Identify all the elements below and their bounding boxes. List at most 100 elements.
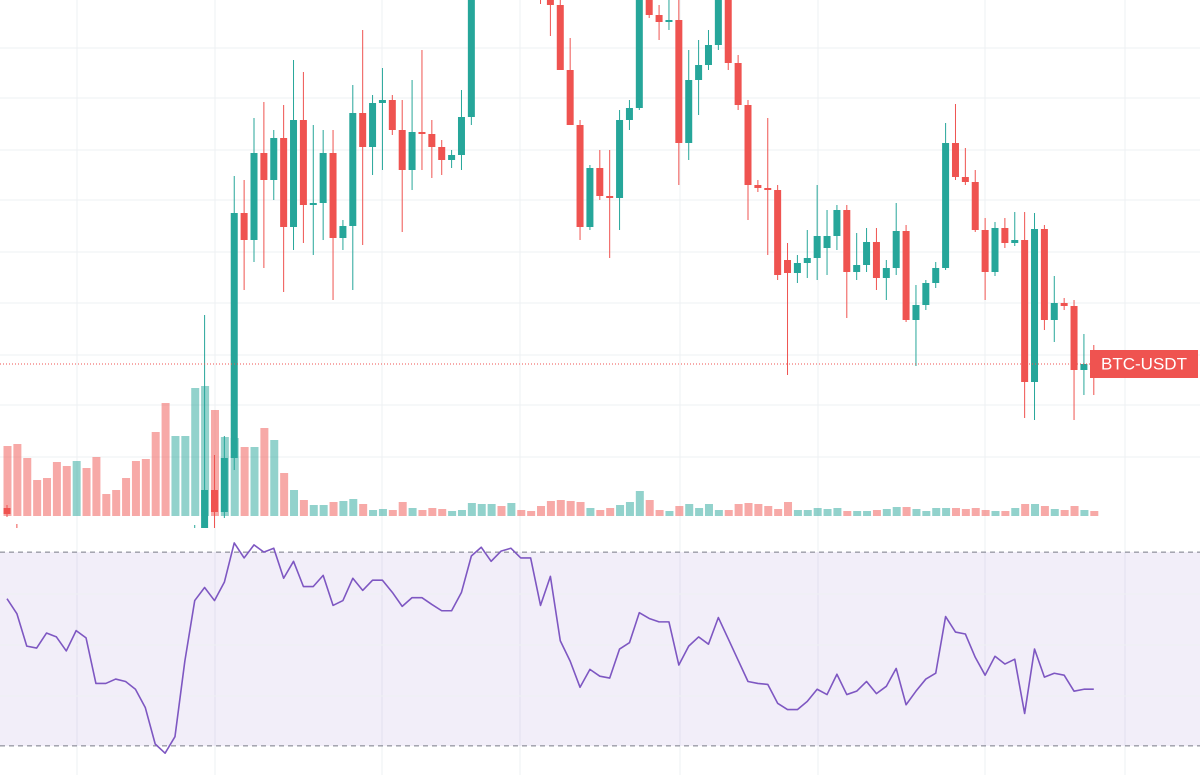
volume-bar [1090, 511, 1099, 516]
volume-bar [1031, 504, 1040, 516]
candle-body [744, 105, 752, 185]
volume-bar [1011, 508, 1020, 516]
candle-body [1040, 229, 1048, 320]
candle-body [23, 534, 30, 538]
candle-body [43, 542, 50, 544]
volume-bar [477, 504, 486, 516]
volume-bar [882, 509, 891, 516]
volume-bar [546, 501, 555, 516]
volume-bar [704, 504, 713, 516]
candle-body [369, 103, 377, 147]
volume-bar [932, 508, 941, 516]
candle-body [270, 138, 278, 180]
volume-bar [507, 503, 516, 516]
volume-bar [92, 457, 101, 516]
volume-bar [270, 440, 279, 516]
candle-body [546, 0, 554, 5]
candle-body [299, 120, 307, 205]
volume-bar [961, 509, 970, 516]
candle-body [260, 153, 268, 180]
volume-bar [685, 504, 694, 516]
candle-body [1080, 364, 1088, 370]
volume-bar [724, 510, 733, 516]
candle-body [675, 20, 683, 143]
volume-bar [912, 509, 921, 516]
volume-bar [922, 511, 931, 516]
volume-bar [299, 500, 308, 516]
volume-bar [181, 436, 190, 516]
volume-bar [290, 490, 299, 516]
volume-bar [695, 508, 704, 516]
candle-body [33, 538, 40, 542]
candle-body [457, 117, 465, 155]
volume-bar [537, 506, 546, 516]
candle-body [596, 168, 604, 196]
volume-bar [448, 511, 457, 516]
rsi-pane [0, 551, 1200, 747]
candle-body [1070, 306, 1078, 370]
candle-body [843, 210, 851, 272]
volume-bar [62, 466, 71, 516]
candle-body [388, 100, 396, 130]
candle-body [1060, 303, 1068, 306]
candle-body [329, 153, 337, 238]
volume-bar [556, 500, 565, 516]
volume-bar [151, 432, 160, 516]
candle-body [448, 155, 456, 160]
volume-bar [774, 509, 783, 516]
rsi-band-fill [0, 552, 1200, 746]
volume-bar [3, 446, 12, 516]
volume-bar [744, 503, 753, 516]
candle-body [586, 168, 594, 227]
volume-bar [793, 510, 802, 516]
candle-body [438, 147, 446, 160]
candle-body [823, 236, 831, 248]
volume-bar [250, 447, 259, 516]
candle-body [1031, 229, 1039, 382]
volume-bar [122, 478, 131, 516]
volume-bar [843, 511, 852, 516]
volume-bar [82, 468, 91, 516]
candle-body [774, 190, 782, 275]
volume-bar [240, 447, 249, 516]
volume-bar [823, 509, 832, 516]
volume-bar [388, 510, 397, 516]
candle-body [645, 0, 653, 15]
candle-body [201, 490, 209, 528]
volume-bar [1050, 509, 1059, 516]
volume-bar [359, 504, 368, 516]
volume-bar [141, 459, 150, 516]
volume-bar [517, 510, 526, 516]
candle-body [319, 153, 327, 203]
volume-bar [309, 505, 318, 516]
volume-bar [467, 503, 476, 516]
volume-bar [280, 473, 289, 516]
candle-body [3, 508, 11, 514]
candle-body [942, 143, 950, 268]
volume-bar [606, 508, 615, 516]
volume-bar [616, 505, 625, 516]
volume-bar [853, 511, 862, 516]
candle-body [230, 213, 238, 458]
candle-body [981, 230, 989, 272]
volume-bar [902, 507, 911, 516]
volume-bar [951, 508, 960, 516]
candle-body [83, 543, 90, 547]
candle-body [734, 63, 742, 105]
volume-bar [527, 511, 536, 516]
candle-body [704, 45, 712, 65]
candle-body [616, 120, 624, 198]
volume-bar [369, 510, 378, 516]
volume-bar [586, 508, 595, 516]
candle-body [882, 268, 890, 278]
symbol-label: BTC-USDT [1101, 354, 1187, 373]
candle-body [280, 138, 288, 227]
volume-bar [23, 458, 32, 516]
candle-body [902, 231, 910, 320]
candle-body [714, 0, 722, 45]
candle-body [1050, 303, 1058, 320]
volume-bar [131, 461, 140, 516]
candle-body [290, 120, 298, 227]
